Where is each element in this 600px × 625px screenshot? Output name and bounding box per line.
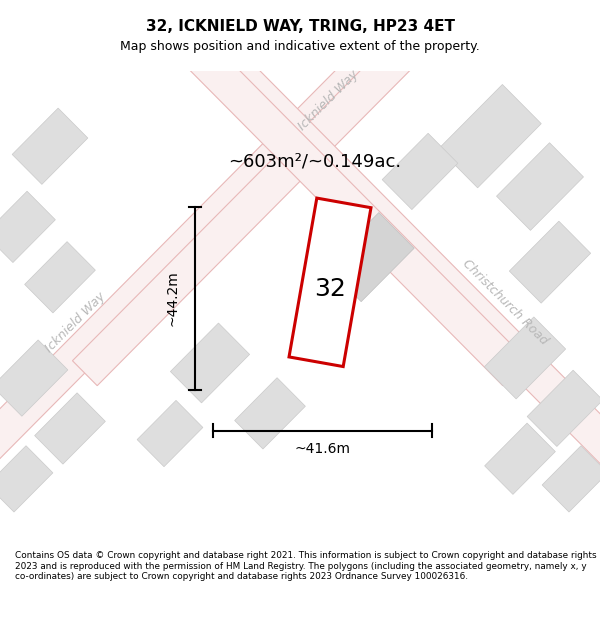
Polygon shape bbox=[382, 133, 458, 209]
Polygon shape bbox=[193, 28, 600, 587]
Polygon shape bbox=[0, 48, 383, 608]
Text: 32: 32 bbox=[314, 278, 346, 301]
Polygon shape bbox=[485, 423, 556, 494]
Text: ~41.6m: ~41.6m bbox=[295, 442, 350, 456]
Polygon shape bbox=[326, 213, 414, 302]
Polygon shape bbox=[289, 198, 371, 366]
Polygon shape bbox=[170, 323, 250, 403]
Polygon shape bbox=[12, 108, 88, 184]
Polygon shape bbox=[0, 446, 53, 512]
Polygon shape bbox=[137, 401, 203, 467]
Polygon shape bbox=[25, 242, 95, 313]
Polygon shape bbox=[484, 317, 566, 399]
Polygon shape bbox=[235, 378, 305, 449]
Polygon shape bbox=[0, 0, 527, 386]
Polygon shape bbox=[542, 446, 600, 512]
Polygon shape bbox=[509, 221, 590, 303]
Text: Christchurch Road: Christchurch Road bbox=[460, 258, 550, 348]
Polygon shape bbox=[35, 393, 106, 464]
Polygon shape bbox=[439, 84, 541, 188]
Text: ~603m²/~0.149ac.: ~603m²/~0.149ac. bbox=[229, 152, 401, 171]
Text: 32, ICKNIELD WAY, TRING, HP23 4ET: 32, ICKNIELD WAY, TRING, HP23 4ET bbox=[146, 19, 455, 34]
Text: Map shows position and indicative extent of the property.: Map shows position and indicative extent… bbox=[120, 40, 480, 52]
Text: Contains OS data © Crown copyright and database right 2021. This information is : Contains OS data © Crown copyright and d… bbox=[15, 551, 596, 581]
Text: Icknield Way: Icknield Way bbox=[43, 290, 107, 355]
Text: ~44.2m: ~44.2m bbox=[166, 271, 180, 326]
Polygon shape bbox=[497, 142, 583, 231]
Polygon shape bbox=[527, 370, 600, 446]
Polygon shape bbox=[0, 340, 68, 416]
Polygon shape bbox=[73, 0, 600, 386]
Polygon shape bbox=[0, 191, 55, 262]
Text: Icknield Way: Icknield Way bbox=[295, 68, 361, 134]
